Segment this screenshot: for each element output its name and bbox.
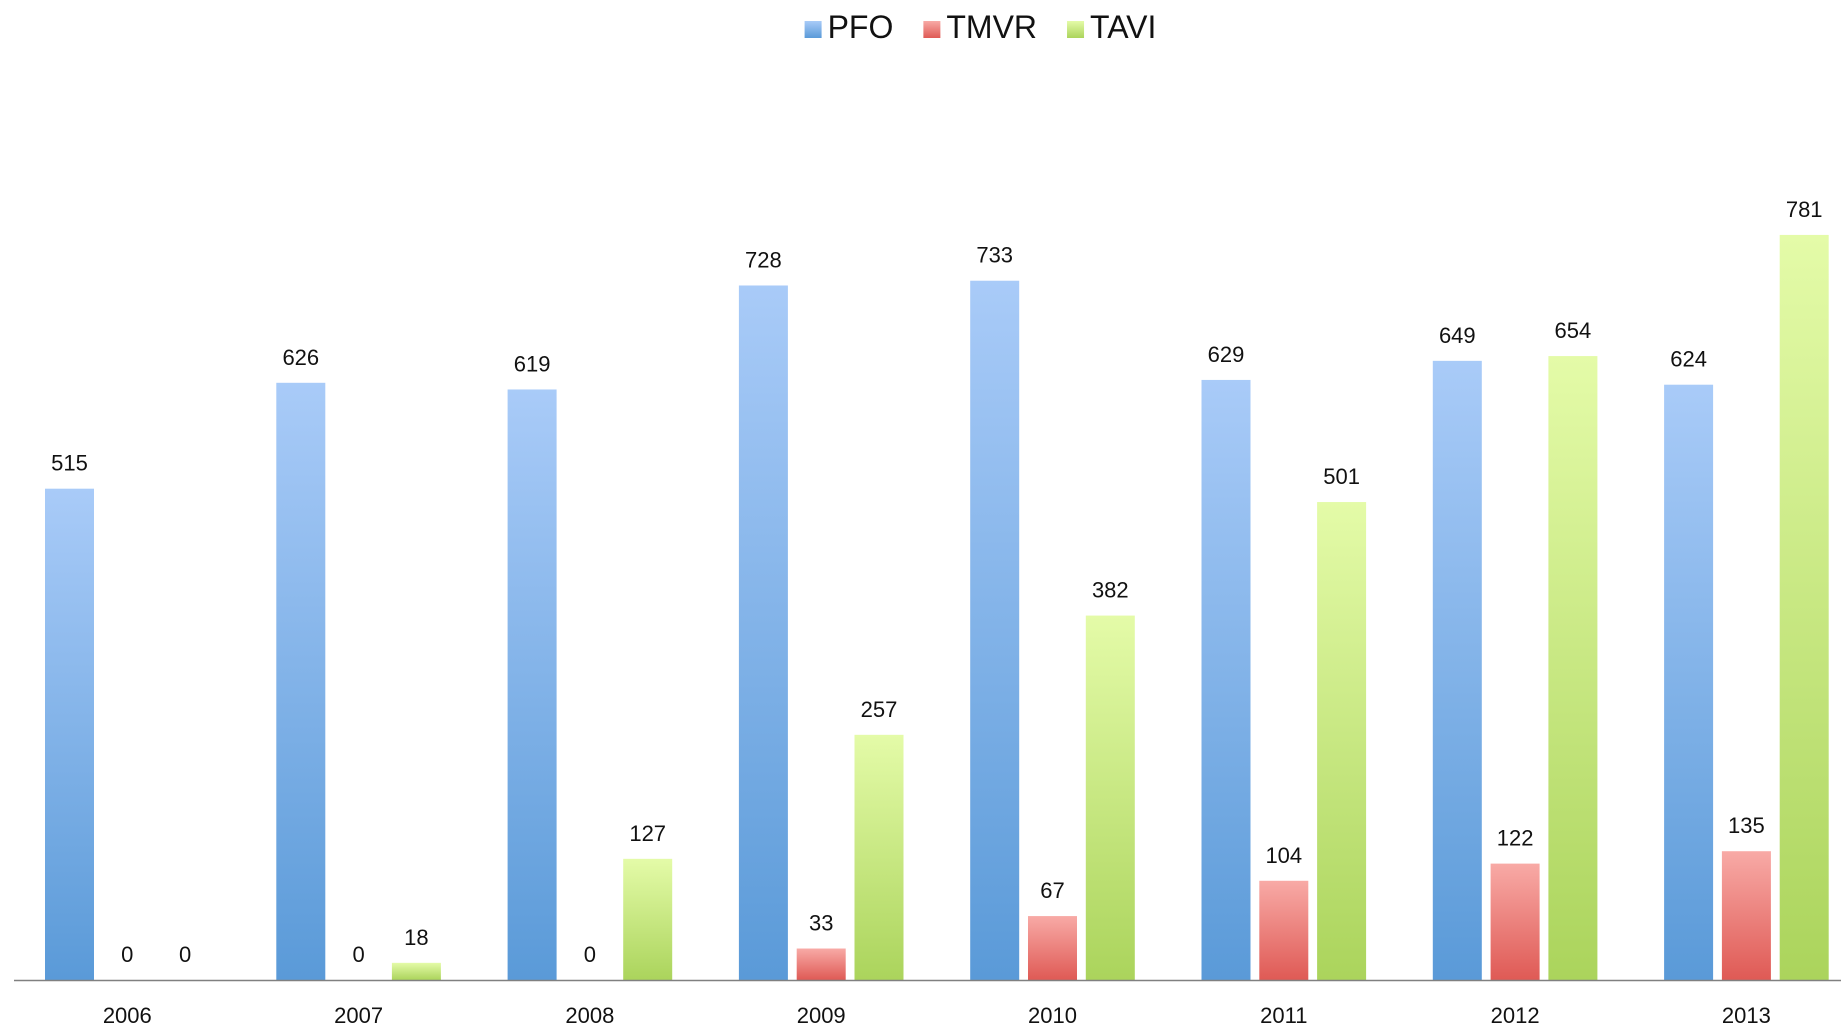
data-label-tmvr-2006: 0 — [121, 942, 133, 967]
data-label-tavi-2010: 382 — [1092, 578, 1129, 603]
x-tick-label-2011: 2011 — [1260, 1003, 1307, 1027]
data-label-pfo-2006: 515 — [51, 451, 88, 476]
x-tick-label-2012: 2012 — [1491, 1003, 1540, 1027]
bar-pfo-2009 — [738, 285, 788, 980]
data-label-pfo-2011: 629 — [1208, 342, 1245, 367]
bar-tavi-2009 — [854, 734, 904, 980]
data-label-pfo-2010: 733 — [976, 243, 1013, 268]
bar-pfo-2010 — [970, 280, 1020, 981]
data-label-tmvr-2012: 122 — [1497, 826, 1534, 851]
bar-tavi-2013 — [1779, 234, 1829, 980]
data-label-tavi-2011: 501 — [1323, 464, 1360, 489]
data-label-tavi-2007: 18 — [404, 925, 428, 950]
bar-tmvr-2013 — [1721, 851, 1771, 980]
legend-swatch-tavi — [1067, 21, 1085, 38]
legend-item-tavi: TAVI — [1067, 9, 1156, 45]
bar-tmvr-2009 — [796, 948, 846, 980]
legend-label-pfo: PFO — [828, 9, 894, 45]
data-label-tmvr-2007: 0 — [352, 942, 364, 967]
legend-item-pfo: PFO — [804, 9, 894, 45]
bar-tavi-2007 — [391, 962, 441, 980]
legend-swatch-tmvr — [923, 21, 941, 38]
bar-tavi-2008 — [623, 858, 673, 980]
x-tick-label-2013: 2013 — [1722, 1003, 1771, 1027]
bar-pfo-2011 — [1201, 379, 1251, 980]
data-label-pfo-2009: 728 — [745, 247, 782, 272]
data-label-pfo-2013: 624 — [1670, 347, 1707, 372]
legend-label-tmvr: TMVR — [946, 9, 1037, 45]
x-tick-label-2006: 2006 — [103, 1003, 152, 1027]
data-label-pfo-2007: 626 — [282, 345, 319, 370]
legend-swatch-pfo — [804, 21, 822, 38]
data-label-tmvr-2013: 135 — [1728, 813, 1765, 838]
data-label-tmvr-2010: 67 — [1040, 878, 1064, 903]
data-label-tavi-2009: 257 — [861, 697, 898, 722]
data-label-tavi-2013: 781 — [1786, 197, 1823, 222]
x-tick-label-2010: 2010 — [1028, 1003, 1077, 1027]
data-label-tmvr-2011: 104 — [1265, 843, 1302, 868]
legend-item-tmvr: TMVR — [923, 9, 1037, 45]
data-label-pfo-2012: 649 — [1439, 323, 1476, 348]
x-tick-label-2009: 2009 — [797, 1003, 846, 1027]
bars — [45, 234, 1829, 981]
data-label-tavi-2006: 0 — [179, 942, 191, 967]
data-label-tavi-2008: 127 — [629, 821, 666, 846]
x-tick-label-2008: 2008 — [565, 1003, 614, 1027]
bar-tmvr-2010 — [1028, 916, 1077, 980]
legend: PFO TMVR TAVI — [804, 9, 1156, 45]
data-label-pfo-2008: 619 — [514, 351, 551, 376]
data-label-tmvr-2009: 33 — [809, 911, 833, 936]
x-tick-label-2007: 2007 — [334, 1003, 383, 1027]
bar-tmvr-2011 — [1259, 880, 1309, 980]
bar-pfo-2013 — [1664, 384, 1714, 980]
data-labels: 515 0 0 626 0 18 619 0 127 728 33 257 733 67 382 629 104… — [51, 197, 1822, 967]
bar-pfo-2006 — [45, 488, 94, 980]
bar-tavi-2012 — [1548, 356, 1598, 981]
bar-pfo-2007 — [276, 382, 326, 980]
data-label-tmvr-2008: 0 — [584, 942, 596, 967]
data-label-tavi-2012: 654 — [1555, 318, 1592, 343]
bar-tavi-2010 — [1085, 615, 1135, 980]
bar-tmvr-2012 — [1490, 863, 1540, 980]
legend-label-tavi: TAVI — [1090, 9, 1156, 45]
x-axis: 2006 2007 2008 2009 2010 2011 2012 2013 — [14, 979, 1841, 1028]
bar-pfo-2012 — [1432, 360, 1482, 981]
bar-pfo-2008 — [507, 389, 557, 981]
bar-tavi-2011 — [1317, 502, 1367, 980]
